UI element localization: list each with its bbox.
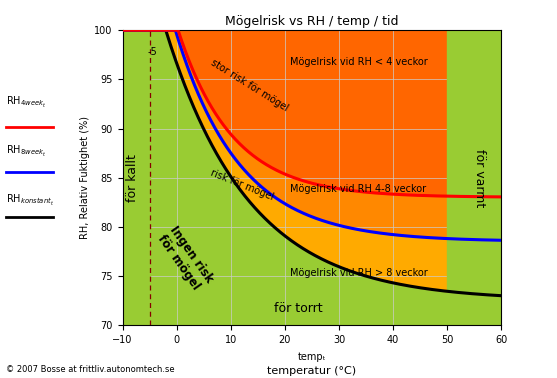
Text: -5: -5 [148,47,157,57]
Text: Ingen risk
för mögel: Ingen risk för mögel [154,223,215,293]
Text: för torrt: för torrt [274,302,323,315]
Text: stor risk för mögel: stor risk för mögel [209,58,290,114]
Title: Mögelrisk vs RH / temp / tid: Mögelrisk vs RH / temp / tid [225,15,399,28]
Text: RH$_{8week_t}$: RH$_{8week_t}$ [6,144,46,159]
Text: risk för mögel: risk för mögel [209,168,275,202]
Text: RH$_{4week_t}$: RH$_{4week_t}$ [6,94,46,110]
Text: Mögelrisk vid RH > 8 veckor: Mögelrisk vid RH > 8 veckor [290,268,428,278]
Text: tempₜ: tempₜ [297,352,326,362]
Text: Mögelrisk vid RH < 4 veckor: Mögelrisk vid RH < 4 veckor [290,57,428,67]
Text: RH$_{konstant_t}$: RH$_{konstant_t}$ [6,193,53,208]
Text: Mögelrisk vid RH 4-8 veckor: Mögelrisk vid RH 4-8 veckor [290,184,427,194]
Text: för kallt: för kallt [126,154,139,201]
Text: temperatur (°C): temperatur (°C) [267,366,356,376]
Text: för varmt: för varmt [473,149,486,207]
Text: © 2007 Bosse at frittliv.autonomtech.se: © 2007 Bosse at frittliv.autonomtech.se [6,365,174,374]
Y-axis label: RH, Relativ Fuktighet (%): RH, Relativ Fuktighet (%) [80,116,90,239]
